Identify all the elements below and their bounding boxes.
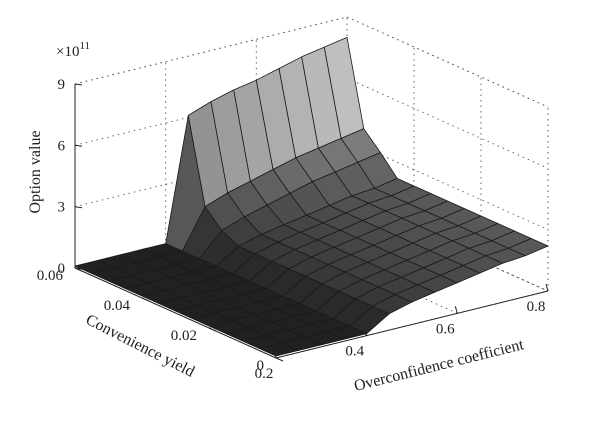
y-tick <box>208 327 217 332</box>
z-scale-base: ×10 <box>56 44 79 60</box>
y-tick <box>275 357 284 362</box>
y-tick-label: 0.06 <box>37 268 64 284</box>
z-scale-multiplier: ×1011 <box>56 40 90 60</box>
y-axis-line <box>74 267 277 359</box>
x-axis-line <box>275 290 549 359</box>
x-tick-label: 0.6 <box>436 321 455 337</box>
z-tick-label: 0 <box>58 261 66 277</box>
z-tick-label: 6 <box>58 138 66 154</box>
y-tick <box>141 297 150 302</box>
z-tick <box>74 83 83 86</box>
y-tick-label: 0 <box>257 358 265 374</box>
surface-mesh <box>74 37 549 357</box>
z-tick <box>74 206 83 209</box>
z-tick-label: 3 <box>58 200 66 216</box>
y-tick-label: 0.02 <box>171 328 197 344</box>
z-tick <box>74 144 83 147</box>
x-tick <box>454 306 458 314</box>
x-tick-label: 0.4 <box>345 344 364 360</box>
axes <box>74 83 549 362</box>
x-tick <box>545 283 549 292</box>
z-tick-label: 9 <box>58 77 66 93</box>
y-axis-label: Convenience yield <box>83 311 197 380</box>
x-tick-label: 0.8 <box>527 299 546 315</box>
surface-patch <box>508 238 549 257</box>
y-tick-label: 0.04 <box>104 298 131 314</box>
z-scale-exponent: 11 <box>79 40 90 52</box>
x-axis-label: Overconfidence coefficient <box>352 336 526 395</box>
wall-grid-z <box>346 77 549 169</box>
x-tick-label: 0.2 <box>255 366 274 382</box>
wall-grid-z <box>346 16 549 108</box>
z-axis-label: Option value <box>27 130 44 213</box>
wall-grid-z <box>346 139 549 231</box>
